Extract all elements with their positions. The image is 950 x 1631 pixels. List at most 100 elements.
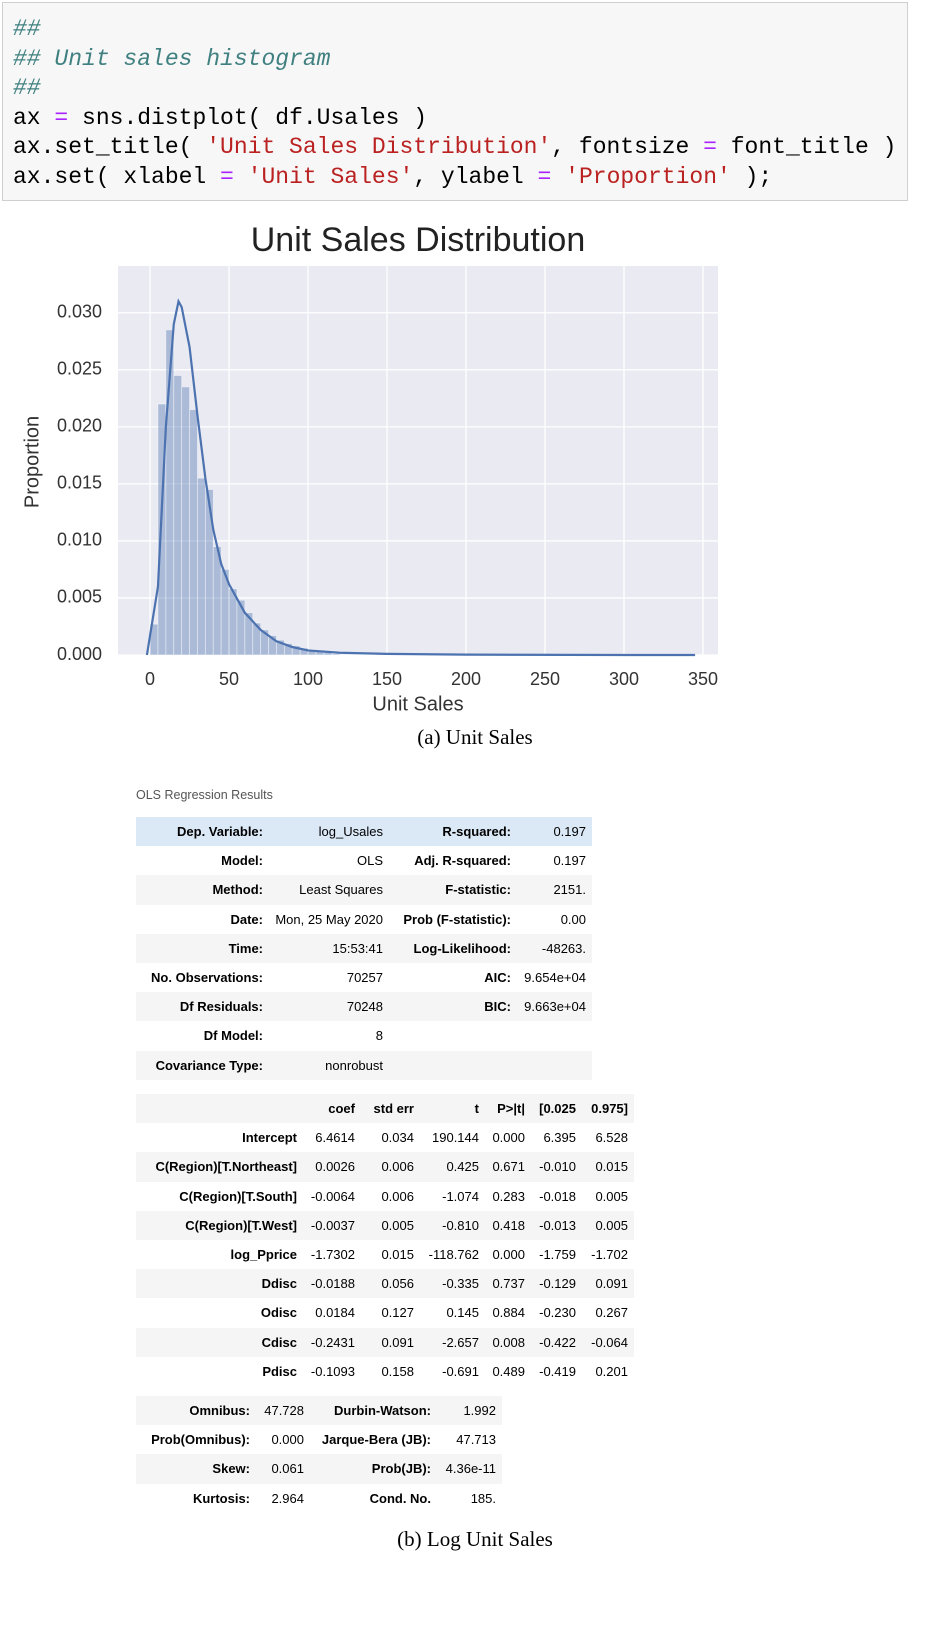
table-cell: -1.7302	[310, 1247, 355, 1263]
code-line: ax.set_title( 'Unit Sales Distribution',…	[13, 132, 896, 162]
table-cell: Prob (F-statistic):	[403, 911, 511, 927]
table-cell: -0.1093	[310, 1363, 355, 1379]
table-cell: -0.691	[442, 1363, 479, 1379]
y-tick-label: 0.025	[57, 359, 102, 379]
table-cell: 0.006	[381, 1188, 414, 1204]
y-tick-label: 0.010	[57, 530, 102, 550]
table-cell: nonrobust	[325, 1057, 383, 1073]
bar	[173, 375, 183, 656]
code-token: font_title )	[716, 134, 897, 161]
table-cell: -0.0037	[310, 1217, 355, 1233]
table-row: Dep. Variable: log_Usales R-squared: 0.197	[136, 817, 592, 847]
table-cell: 0.008	[492, 1334, 525, 1350]
table-cell: log_Pprice	[230, 1247, 297, 1263]
bar	[228, 588, 238, 656]
table-row: Odisc 0.0184 0.127 0.145 0.884 -0.230 0.267	[136, 1298, 634, 1328]
table-cell: 0.737	[492, 1276, 525, 1292]
code-token: ax.set_title(	[13, 134, 207, 161]
table-cell: 0.00	[560, 911, 586, 927]
bar	[331, 653, 341, 656]
table-cell: 0.489	[492, 1363, 525, 1379]
table-cell: 0.005	[595, 1188, 628, 1204]
table-cell: 0.015	[381, 1247, 414, 1263]
table-cell: Log-Likelihood:	[413, 940, 511, 956]
table-cell: -0.129	[539, 1276, 576, 1292]
table-row: C(Region)[T.West] -0.0037 0.005 -0.810 0.418…	[136, 1210, 634, 1240]
table-cell: -1.074	[442, 1188, 479, 1204]
x-tick-label: 300	[609, 669, 639, 689]
table-cell: F-statistic:	[445, 882, 511, 898]
code-line: ## Unit sales histogram	[13, 44, 330, 74]
table-cell: -0.230	[539, 1305, 576, 1321]
bar	[197, 477, 206, 656]
table-cell: 0.975]	[591, 1101, 628, 1117]
table-cell: 0.061	[271, 1461, 304, 1477]
table-cell: C(Region)[T.Northeast]	[155, 1159, 297, 1175]
table-cell: Model:	[221, 853, 263, 869]
table-cell: 1.992	[463, 1403, 496, 1419]
bar	[204, 489, 214, 656]
table-cell: 0.158	[381, 1363, 414, 1379]
table-cell: 9.654e+04	[524, 970, 586, 986]
table-cell: -0.010	[539, 1159, 576, 1175]
table-cell: No. Observations:	[151, 970, 263, 986]
caption: (a) Unit Sales	[417, 725, 533, 749]
table-cell: t	[474, 1101, 479, 1117]
table-cell: coef	[328, 1101, 355, 1117]
table-row: log_Pprice -1.7302 0.015 -118.762 0.000 -1.75…	[136, 1240, 634, 1270]
table-row: Ddisc -0.0188 0.056 -0.335 0.737 -0.129 0.091	[136, 1269, 634, 1299]
table-cell: -0.0188	[310, 1276, 355, 1292]
x-tick-label: 200	[451, 669, 481, 689]
table-cell: Skew:	[212, 1461, 250, 1477]
table-cell: 0.127	[381, 1305, 414, 1321]
table-cell: 47.728	[264, 1403, 304, 1419]
table-row: Skew: 0.061 Prob(JB): 4.36e-11	[136, 1454, 502, 1484]
table-cell: 0.283	[492, 1188, 525, 1204]
table-row: Method: Least Squares F-statistic: 2151.	[136, 875, 592, 905]
table-cell: Prob(JB):	[371, 1461, 431, 1477]
code-line: ##	[13, 14, 41, 44]
table-cell: 0.201	[595, 1363, 628, 1379]
x-tick-label: 150	[372, 669, 402, 689]
code-token: ##	[13, 16, 41, 42]
table-cell: Prob(Omnibus):	[151, 1432, 250, 1448]
table-cell: -2.657	[442, 1334, 479, 1350]
y-tick-label: 0.000	[57, 644, 102, 664]
table-cell: 47.713	[456, 1432, 496, 1448]
table-cell: 0.056	[381, 1276, 414, 1292]
caption: (b) Log Unit Sales	[397, 1527, 553, 1551]
table-cell: P>|t|	[497, 1101, 525, 1117]
table-cell: -0.0064	[310, 1188, 355, 1204]
table-cell: 0.418	[492, 1217, 525, 1233]
table-cell: AIC:	[484, 970, 511, 986]
table-cell: -0.2431	[310, 1334, 355, 1350]
table-cell: -0.018	[539, 1188, 576, 1204]
code-token: 'Unit Sales Distribution'	[206, 134, 552, 161]
x-tick-label: 350	[688, 669, 718, 689]
y-tick-label: 0.015	[57, 473, 102, 493]
table-cell: 9.663e+04	[524, 999, 586, 1015]
table-cell: 0.000	[492, 1130, 525, 1146]
code-token: 'Proportion'	[565, 164, 731, 190]
table-row: Kurtosis: 2.964 Cond. No. 185.	[136, 1483, 502, 1513]
table-cell: Kurtosis:	[192, 1490, 250, 1506]
table-cell: 0.671	[492, 1159, 525, 1175]
code-token: ## Unit sales histogram	[13, 45, 331, 72]
table-cell: 6.395	[543, 1130, 576, 1146]
table-row: Time: 15:53:41 Log-Likelihood: -48263.	[136, 933, 592, 963]
table-cell: [0.025	[539, 1101, 576, 1117]
code-token: );	[730, 164, 773, 190]
code-token: =	[220, 164, 234, 190]
plot-area	[118, 266, 718, 655]
table-cell: Df Model:	[203, 1028, 263, 1044]
table-row: coef std err t P>|t| [0.025 0.975]	[136, 1094, 634, 1124]
bar	[181, 386, 190, 656]
table-cell: 0.197	[553, 853, 586, 869]
table-cell: -0.064	[591, 1334, 628, 1350]
table-cell: Pdisc	[262, 1363, 297, 1379]
table-row: Intercept 6.4614 0.034 190.144 0.000 6.395 6.5…	[136, 1123, 634, 1153]
table-cell: 15:53:41	[332, 940, 383, 956]
table-cell: 0.006	[381, 1159, 414, 1175]
table-cell: Jarque-Bera (JB):	[321, 1432, 431, 1448]
